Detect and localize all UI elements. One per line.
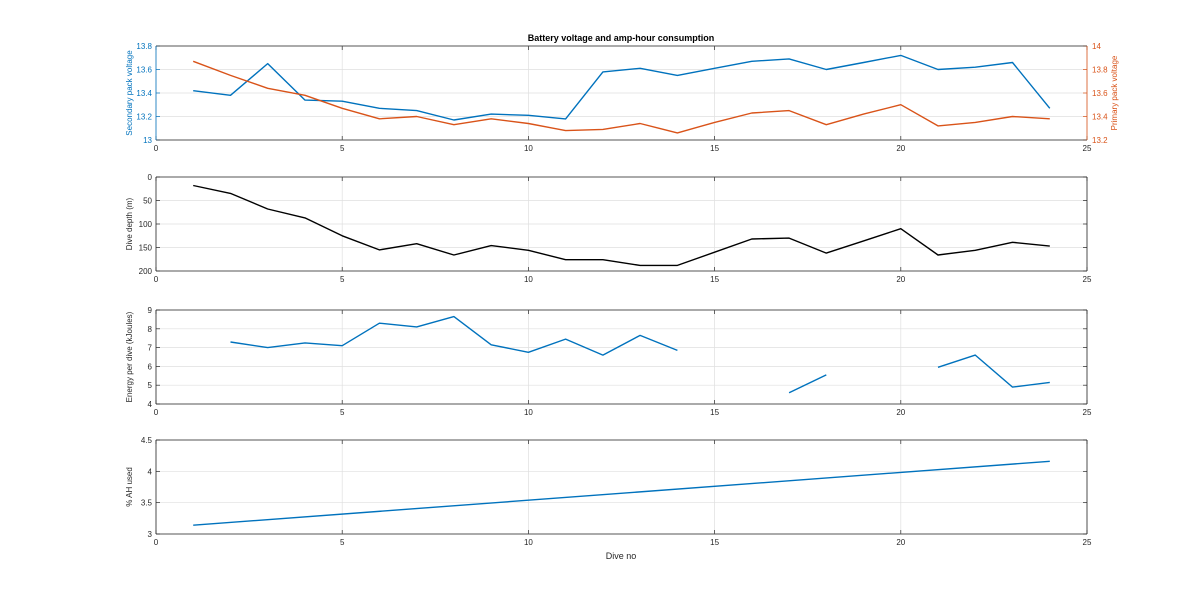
x-tick-label: 10 <box>524 538 533 547</box>
x-tick-label: 15 <box>710 144 719 153</box>
y-tick-label: 13.4 <box>136 89 152 98</box>
plot-area <box>156 310 1087 404</box>
x-tick-label: 15 <box>710 275 719 284</box>
y-tick-label: 13.6 <box>136 66 152 75</box>
x-tick-label: 25 <box>1083 275 1092 284</box>
y-tick-label: 4 <box>148 467 153 476</box>
y-tick-label: 0 <box>148 173 153 182</box>
y-right-tick-label: 13.4 <box>1092 113 1108 122</box>
x-tick-label: 20 <box>896 538 905 547</box>
y-right-axis-label: Primary pack voltage <box>1110 55 1119 130</box>
y-axis-label: Dive depth (m) <box>125 197 134 250</box>
chart-panel-4: 0 5 10 15 20 25 3 3.5 4 4.5 % AH used <box>125 436 1092 547</box>
y-tick-label: 6 <box>148 362 153 371</box>
y-tick-label: 4 <box>148 400 153 409</box>
x-tick-label: 25 <box>1083 538 1092 547</box>
x-tick-label: 0 <box>154 538 159 547</box>
chart-panel-3: 0 5 10 15 20 25 4 5 6 7 8 9 Energy per dive (kJoules… <box>125 306 1092 417</box>
y-tick-label: 13.8 <box>136 42 152 51</box>
y-tick-label: 13 <box>143 136 152 145</box>
x-tick-label: 0 <box>154 408 159 417</box>
x-tick-label: 5 <box>340 275 345 284</box>
y-tick-label: 150 <box>139 244 153 253</box>
figure-title: Battery voltage and amp-hour consumption <box>528 33 715 43</box>
y-tick-label: 5 <box>148 381 153 390</box>
y-axis-label: Energy per dive (kJoules) <box>125 311 134 402</box>
y-axis-label: Secondary pack voltage <box>125 50 134 136</box>
x-tick-label: 25 <box>1083 144 1092 153</box>
y-right-tick-label: 13.8 <box>1092 66 1108 75</box>
y-tick-label: 200 <box>139 267 153 276</box>
x-tick-label: 10 <box>524 275 533 284</box>
y-tick-label: 13.2 <box>136 113 152 122</box>
x-tick-label: 15 <box>710 538 719 547</box>
x-axis-label: Dive no <box>606 551 637 561</box>
series-1-line <box>230 315 678 356</box>
y-tick-label: 50 <box>143 197 152 206</box>
series-1-line <box>193 184 1050 267</box>
x-tick-label: 20 <box>896 275 905 284</box>
y-tick-label: 3 <box>148 530 153 539</box>
x-tick-label: 0 <box>154 144 159 153</box>
x-tick-label: 0 <box>154 275 159 284</box>
y-tick-label: 100 <box>139 220 153 229</box>
series-1-line <box>193 54 1051 121</box>
x-tick-label: 25 <box>1083 408 1092 417</box>
chart-panel-2: 0 5 10 15 20 25 0 50 100 150 200 Dive depth (m) <box>125 173 1092 284</box>
y-tick-label: 9 <box>148 306 153 315</box>
chart-panel-1: 0 5 10 15 20 25 13 13.2 13.4 13.6 13.8 13.2 13.4 13.6… <box>125 42 1119 153</box>
series-1-line <box>193 460 1050 526</box>
y-right-tick-label: 13.2 <box>1092 136 1108 145</box>
x-tick-label: 5 <box>340 144 345 153</box>
y-right-tick-label: 14 <box>1092 42 1101 51</box>
y-axis-label: % AH used <box>125 467 134 507</box>
y-tick-label: 7 <box>148 344 153 353</box>
x-tick-label: 15 <box>710 408 719 417</box>
x-tick-label: 10 <box>524 408 533 417</box>
y-tick-label: 4.5 <box>141 436 153 445</box>
y-right-tick-label: 13.6 <box>1092 89 1108 98</box>
plot-area <box>156 440 1087 534</box>
x-tick-label: 5 <box>340 538 345 547</box>
series-2-line <box>192 60 1050 134</box>
series-1-line <box>788 374 827 394</box>
x-tick-label: 20 <box>896 144 905 153</box>
series-1-line <box>937 354 1050 388</box>
x-tick-label: 10 <box>524 144 533 153</box>
y-tick-label: 3.5 <box>141 499 153 508</box>
x-tick-label: 5 <box>340 408 345 417</box>
x-tick-label: 20 <box>896 408 905 417</box>
y-tick-label: 8 <box>148 325 153 334</box>
